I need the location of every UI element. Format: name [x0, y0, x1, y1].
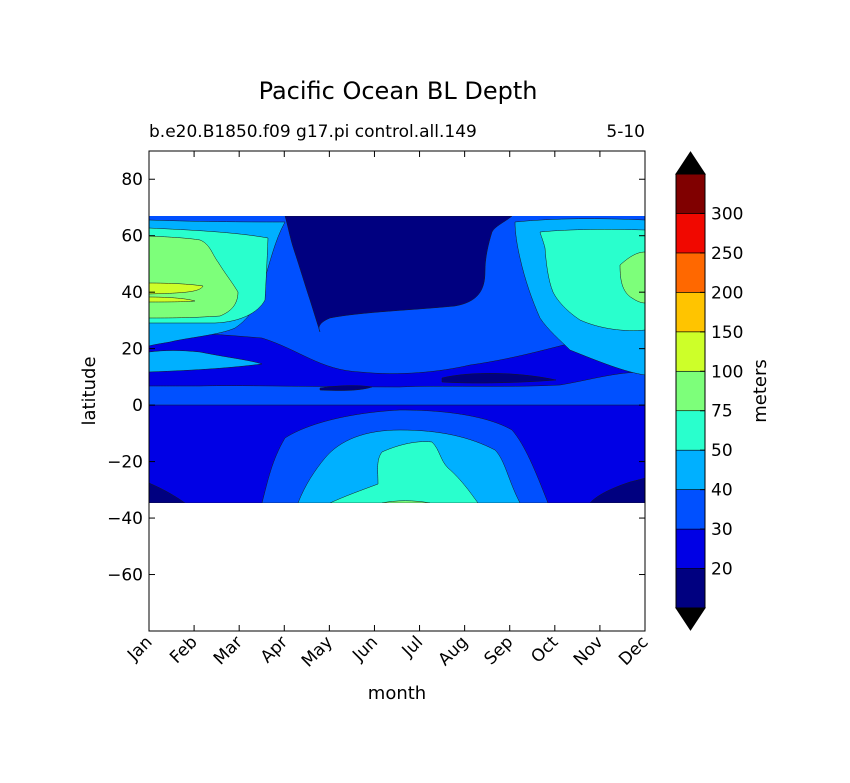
x-tick-label: Oct [527, 632, 562, 667]
contour-region-10-20 [149, 482, 186, 503]
contour-region-40-50 [149, 350, 263, 373]
colorbar-segment [675, 528, 706, 569]
x-tick-label: May [298, 632, 337, 671]
colorbar-segment [675, 568, 706, 609]
y-tick-label: 40 [121, 283, 143, 303]
colorbar-tick-label: 100 [711, 362, 743, 382]
colorbar-segment [675, 173, 706, 214]
chart-subtitle-right: 5-10 [606, 122, 645, 142]
y-tick-label: 80 [121, 170, 143, 190]
y-tick-label: 20 [121, 340, 143, 360]
colorbar-segment [675, 449, 706, 490]
y-axis-label: latitude [79, 356, 100, 425]
colorbar-segment [675, 331, 706, 372]
colorbar-tick-label: 250 [711, 244, 743, 264]
colorbar-tick-label: 200 [711, 283, 743, 303]
contour-region-10-20 [589, 477, 645, 503]
x-tick-label: Mar [210, 632, 247, 669]
x-tick-label: Feb [166, 632, 201, 667]
colorbar-label: meters [750, 359, 771, 423]
colorbar-segment [675, 410, 706, 451]
colorbar-tick-label: 300 [711, 204, 743, 224]
plot-area [148, 150, 646, 632]
x-tick-label: Jan [123, 632, 156, 665]
y-tick-label: −60 [107, 566, 143, 586]
colorbar-extend-top [675, 151, 706, 175]
colorbar-segment [675, 292, 706, 333]
contour-region-100-150 [149, 282, 204, 295]
x-tick-label: Dec [615, 632, 652, 669]
contour-region-10-20 [319, 385, 373, 391]
colorbar-segment [675, 489, 706, 530]
y-tick-label: 60 [121, 227, 143, 247]
colorbar-segment [675, 370, 706, 412]
colorbar-extend-bottom [675, 607, 706, 631]
y-tick-label: −40 [107, 509, 143, 529]
contour-region-75-100 [619, 251, 645, 304]
y-axis: 80 60 40 20 0 −20 −40 −60 [107, 170, 645, 586]
colorbar-tick-label: 75 [711, 402, 733, 422]
contour-region-100-150 [149, 296, 196, 303]
colorbar: 20 30 40 50 75 100 150 200 250 300 [675, 151, 743, 631]
contour-region-75-100 [381, 500, 431, 503]
colorbar-frame [675, 173, 706, 609]
colorbar-tick-label: 40 [711, 481, 733, 501]
x-tick-label: Jul [398, 632, 427, 661]
chart-subtitle-left: b.e20.B1850.f09 g17.pi control.all.149 [149, 122, 477, 142]
plot-frame [148, 150, 646, 632]
chart-title: Pacific Ocean BL Depth [259, 77, 538, 105]
colorbar-tick-label: 50 [711, 441, 733, 461]
contour-region-50-75 [329, 441, 479, 503]
x-tick-label: Jun [348, 632, 382, 666]
x-tick-label: Aug [435, 632, 473, 670]
contour-region-10-20 [441, 373, 557, 384]
x-tick-label: Apr [257, 632, 292, 667]
contour-region-10-20 [284, 216, 513, 333]
contour-fill [149, 216, 645, 503]
colorbar-segment [675, 213, 706, 254]
colorbar-segment [675, 252, 706, 293]
colorbar-tick-label: 30 [711, 520, 733, 540]
y-tick-label: 0 [132, 396, 143, 416]
colorbar-tick-label: 20 [711, 560, 733, 580]
x-axis-label: month [368, 683, 426, 704]
x-tick-label: Nov [570, 632, 608, 670]
y-tick-label: −20 [107, 453, 143, 473]
x-tick-label: Sep [480, 632, 517, 669]
colorbar-tick-label: 150 [711, 323, 743, 343]
contour-region-50-75 [539, 229, 645, 331]
